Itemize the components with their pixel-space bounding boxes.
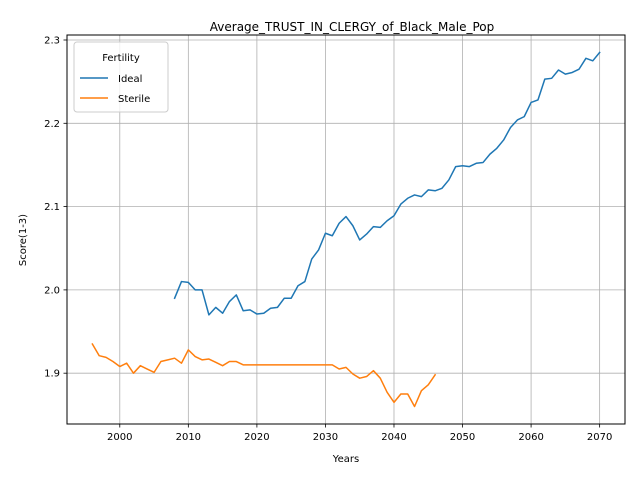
legend-label-sterile: Sterile [118,94,150,105]
legend-title: Fertility [102,53,140,64]
x-tick-label: 2000 [107,432,132,443]
x-tick-label: 2010 [176,432,201,443]
legend-label-ideal: Ideal [118,74,142,85]
x-tick-label: 2050 [450,432,475,443]
x-tick-label: 2020 [244,432,269,443]
y-tick-label: 2.2 [44,119,60,130]
legend: Fertility Ideal Sterile [73,41,169,113]
y-tick-label: 2.1 [44,202,60,213]
grid-lines [67,35,625,424]
y-tick-label: 2.0 [44,285,60,296]
plot-lines [91,51,601,408]
chart-title: Average_TRUST_IN_CLERGY_of_Black_Male_Po… [210,20,494,34]
x-tick-label: 2070 [587,432,612,443]
series-line-ideal [173,51,601,316]
x-tick-label: 2040 [381,432,406,443]
series-line-sterile [91,343,437,408]
y-tick-label: 2.3 [44,35,60,46]
axis-ticks: 2000 2010 2020 2030 2040 2050 2060 2070 1.9 2.0 2.… [44,35,612,443]
y-tick-label: 1.9 [44,369,60,380]
y-axis-label: Score(1-3) [18,214,29,266]
x-tick-label: 2030 [313,432,338,443]
plot-frame [66,34,626,425]
x-tick-label: 2060 [518,432,543,443]
x-axis-label: Years [332,454,359,465]
legend-box [73,41,169,113]
